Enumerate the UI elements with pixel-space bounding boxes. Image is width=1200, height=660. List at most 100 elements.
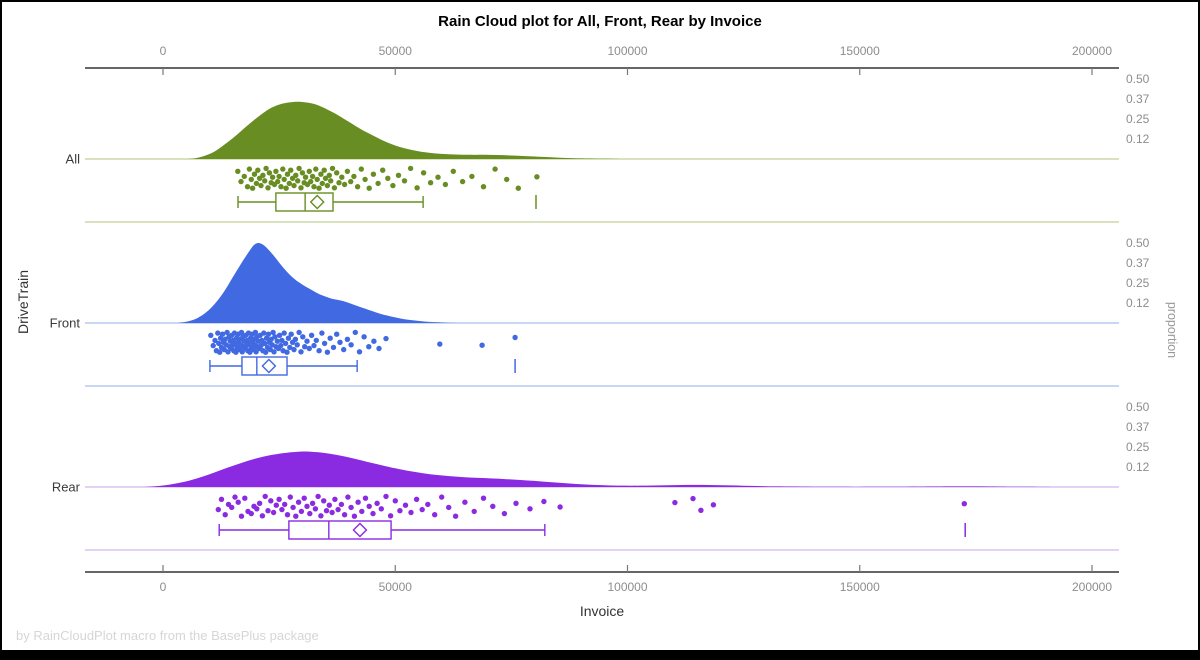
data-point [339,174,345,180]
data-point [304,338,310,344]
data-point [251,171,258,177]
data-point [238,513,245,519]
data-point [341,346,347,353]
data-point [459,178,466,185]
data-point [334,170,340,176]
data-point [376,345,382,352]
data-point [328,178,334,184]
proportion-tick-label: 0.37 [1126,420,1150,434]
top-axis-tick-label: 200000 [1072,44,1112,58]
data-point [270,329,276,336]
data-point [330,344,337,351]
data-point [302,344,308,350]
data-point [337,339,343,345]
data-point [319,180,325,187]
data-point [262,493,268,500]
mean-diamond [261,358,277,374]
data-point [316,185,322,191]
data-point [208,332,214,338]
data-point [265,508,271,514]
bottom-axis-tick-label: 150000 [840,580,880,594]
bottom-black-bar [0,650,1200,660]
proportion-tick-label: 0.25 [1126,112,1150,126]
data-point [238,329,245,336]
data-point [287,494,293,500]
rain-points-front [208,329,518,355]
data-point [331,185,338,191]
data-point [316,348,322,354]
data-point [380,167,386,173]
data-point [276,173,282,180]
data-point [321,167,327,173]
data-point [341,512,348,518]
data-point [515,185,521,191]
data-point [275,178,281,185]
proportion-axis-label: proportion [1165,301,1179,359]
data-point [690,495,696,502]
proportion-tick-label: 0.12 [1126,132,1150,146]
proportion-tick-label: 0.25 [1126,440,1150,454]
mean-diamond [309,194,325,210]
data-point [280,166,286,172]
data-point [248,176,254,183]
data-point [383,493,389,500]
bottom-axis-tick-label: 100000 [607,580,647,594]
data-point [284,349,290,355]
data-point [296,165,302,172]
data-point [262,340,268,347]
data-point [351,173,357,180]
data-point [255,167,261,173]
data-point [276,332,283,338]
proportion-tick-label: 0.37 [1126,256,1150,270]
data-point [311,184,317,190]
data-point [370,510,376,517]
panel-all: All 0.50 0.37 0.25 0.12 [66,72,1150,223]
data-point [402,502,409,508]
data-point [490,503,496,509]
data-point [501,510,508,517]
data-point [407,165,414,172]
data-point [324,182,331,189]
data-point [265,331,272,337]
data-point [371,338,377,344]
data-point [295,499,302,505]
data-point [362,176,368,183]
data-point [370,171,377,177]
category-label-front: Front [50,316,81,331]
data-point [345,494,351,500]
data-point [256,500,263,506]
data-point [425,501,431,508]
x-axes [85,67,1119,573]
proportion-tick-label: 0.50 [1126,72,1150,86]
data-point [307,510,313,517]
data-point [271,349,277,355]
data-point [374,500,380,506]
data-point [344,336,351,342]
data-point [286,180,292,187]
data-point [278,342,284,349]
data-point [323,508,330,514]
data-point [390,182,396,189]
data-point [492,166,498,172]
panel-front: Front 0.50 0.37 0.25 0.12 [50,236,1150,387]
data-point [710,502,717,508]
data-point [306,345,312,352]
data-point [218,496,225,502]
data-point [301,495,307,501]
data-point [362,495,369,501]
data-point [278,184,284,190]
data-point [281,176,287,183]
data-point [442,181,449,188]
y-axis-label: DriveTrain [15,269,31,335]
data-point [254,506,260,512]
data-point [427,180,434,186]
data-point [300,334,306,340]
data-point [419,506,425,513]
data-point [338,501,345,508]
box-plot-rear [218,520,966,540]
data-point [296,329,302,336]
data-point [292,336,299,342]
data-point [235,499,241,505]
data-point [268,498,274,504]
data-point [222,336,228,342]
